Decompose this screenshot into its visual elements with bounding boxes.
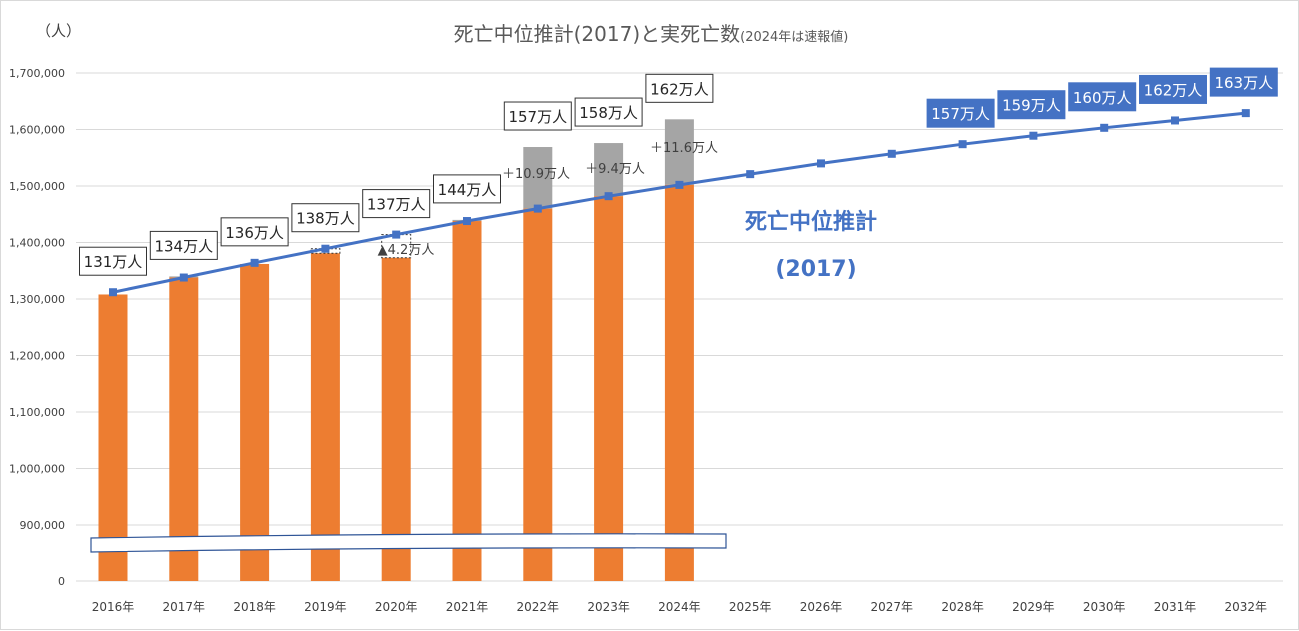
x-tick-label: 2023年 bbox=[587, 600, 630, 614]
projection-marker bbox=[109, 288, 117, 297]
bar-data-label-box bbox=[362, 189, 431, 219]
y-tick-label: 0 bbox=[58, 575, 65, 588]
bar-excess bbox=[523, 147, 553, 209]
projection-data-label: 159万人 bbox=[1002, 97, 1061, 115]
bar-data-label-box bbox=[291, 203, 360, 233]
projection-data-label-box bbox=[1209, 67, 1278, 97]
x-tick-label: 2019年 bbox=[304, 600, 347, 614]
projection-marker bbox=[1241, 109, 1250, 118]
bar bbox=[381, 257, 411, 581]
difference-annotation: ▲4.2万人 bbox=[378, 243, 435, 258]
projection-data-label-box bbox=[997, 90, 1066, 120]
bar-data-label-box bbox=[433, 174, 501, 204]
projection-marker bbox=[675, 180, 684, 189]
bar bbox=[240, 263, 270, 581]
x-tick-label: 2027年 bbox=[871, 600, 914, 614]
series-label-line1: 死亡中位推計 bbox=[745, 209, 877, 235]
bar bbox=[169, 277, 199, 581]
y-tick-label: 900,000 bbox=[20, 519, 66, 532]
x-tick-label: 2017年 bbox=[163, 600, 206, 614]
bar-data-label: 144万人 bbox=[438, 181, 497, 199]
y-tick-label: 1,400,000 bbox=[9, 237, 65, 250]
bar bbox=[594, 196, 624, 582]
bar-data-label: 136万人 bbox=[225, 224, 284, 242]
y-tick-label: 1,500,000 bbox=[9, 180, 65, 193]
y-tick-label: 1,000,000 bbox=[9, 463, 65, 476]
projection-marker bbox=[321, 244, 330, 253]
bar-excess bbox=[664, 119, 694, 185]
shortfall-box bbox=[381, 234, 412, 259]
x-tick-label: 2031年 bbox=[1154, 600, 1197, 614]
projection-marker bbox=[1100, 123, 1109, 132]
x-tick-label: 2028年 bbox=[941, 600, 984, 614]
x-tick-label: 2030年 bbox=[1083, 600, 1126, 614]
bar-data-label-box bbox=[574, 97, 643, 127]
y-tick-label: 1,700,000 bbox=[9, 67, 65, 80]
axis-break-marker bbox=[90, 533, 727, 553]
projection-data-label-box bbox=[1068, 82, 1137, 112]
difference-annotation: ＋10.9万人 bbox=[502, 167, 570, 182]
series-label-line2: (2017) bbox=[775, 257, 856, 282]
y-tick-label: 1,100,000 bbox=[9, 406, 65, 419]
x-tick-label: 2024年 bbox=[658, 600, 701, 614]
x-tick-label: 2022年 bbox=[517, 600, 560, 614]
projection-data-label: 157万人 bbox=[931, 105, 990, 123]
bar-data-label: 134万人 bbox=[154, 237, 213, 255]
bar-data-label-box bbox=[645, 73, 714, 103]
bar bbox=[98, 294, 128, 581]
bar-data-label-box bbox=[149, 230, 218, 260]
chart-title: 死亡中位推計(2017)と実死亡数(2024年は速報値) bbox=[454, 22, 849, 46]
bar-data-label-box bbox=[503, 101, 572, 131]
projection-marker bbox=[533, 204, 542, 213]
projection-marker bbox=[1029, 131, 1038, 140]
bar bbox=[452, 221, 482, 581]
bar-data-label: 137万人 bbox=[367, 196, 426, 214]
x-tick-label: 2020年 bbox=[375, 600, 418, 614]
bar bbox=[664, 184, 694, 581]
bar-data-label-box bbox=[79, 246, 147, 276]
projection-marker bbox=[958, 140, 967, 149]
projection-data-label-box bbox=[926, 98, 995, 128]
projection-marker bbox=[250, 258, 259, 267]
x-tick-label: 2032年 bbox=[1225, 600, 1268, 614]
projection-marker bbox=[887, 149, 896, 158]
bar-excess bbox=[594, 143, 624, 197]
projection-marker bbox=[1171, 116, 1179, 125]
bar-data-label: 158万人 bbox=[579, 104, 638, 122]
y-tick-label: 1,200,000 bbox=[9, 350, 65, 363]
projection-data-label: 163万人 bbox=[1214, 74, 1273, 92]
bar-data-label: 131万人 bbox=[84, 253, 143, 271]
y-tick-label: 1,300,000 bbox=[9, 293, 65, 306]
bar-data-label: 138万人 bbox=[296, 210, 355, 228]
x-tick-label: 2025年 bbox=[729, 600, 772, 614]
projection-marker bbox=[179, 273, 188, 282]
y-tick-label: 1,600,000 bbox=[9, 124, 65, 137]
y-axis-unit: （人） bbox=[36, 22, 81, 40]
x-tick-label: 2016年 bbox=[92, 600, 135, 614]
projection-marker bbox=[604, 192, 613, 201]
x-tick-label: 2018年 bbox=[233, 600, 276, 614]
projection-marker bbox=[817, 159, 825, 168]
projection-data-label: 162万人 bbox=[1144, 81, 1203, 99]
bar-data-label: 162万人 bbox=[650, 80, 709, 98]
x-tick-label: 2029年 bbox=[1012, 600, 1055, 614]
bar bbox=[310, 253, 340, 582]
bar-data-label: 157万人 bbox=[508, 108, 567, 126]
difference-annotation: ＋9.4万人 bbox=[585, 162, 645, 177]
projection-marker bbox=[392, 230, 401, 239]
projection-data-label: 160万人 bbox=[1073, 89, 1132, 107]
bar-data-label-box bbox=[220, 217, 289, 247]
x-tick-label: 2026年 bbox=[800, 600, 843, 614]
projection-marker bbox=[746, 170, 755, 179]
bar bbox=[523, 208, 553, 581]
difference-annotation: ＋11.6万人 bbox=[650, 141, 718, 156]
projection-data-label-box bbox=[1139, 74, 1207, 104]
projection-marker bbox=[463, 217, 471, 226]
x-tick-label: 2021年 bbox=[446, 600, 489, 614]
